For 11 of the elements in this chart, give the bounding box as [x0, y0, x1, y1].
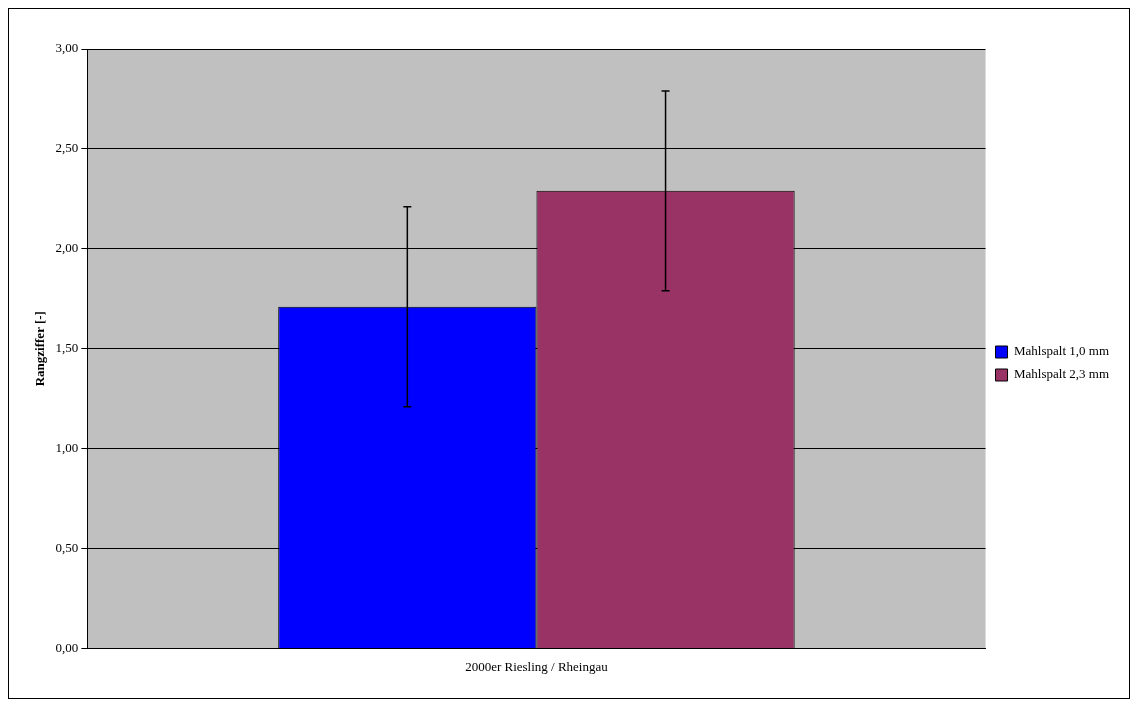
- y-tick-label: 3,00: [55, 40, 79, 56]
- y-tick-label: 2,00: [55, 240, 79, 256]
- x-tick-label: 2000er Riesling / Rheingau: [465, 658, 609, 674]
- y-axis-title: Rangziffer [-]: [32, 311, 48, 387]
- y-tick-label: 1,50: [55, 340, 79, 356]
- y-tick-label: 2,50: [55, 140, 79, 156]
- y-tick-label: 0,00: [55, 639, 79, 655]
- legend-label: Mahlspalt 2,3 mm: [1014, 366, 1109, 382]
- y-tick-label: 1,00: [55, 440, 79, 456]
- y-tick-label: 0,50: [55, 539, 79, 555]
- legend-label: Mahlspalt 1,0 mm: [1014, 343, 1109, 359]
